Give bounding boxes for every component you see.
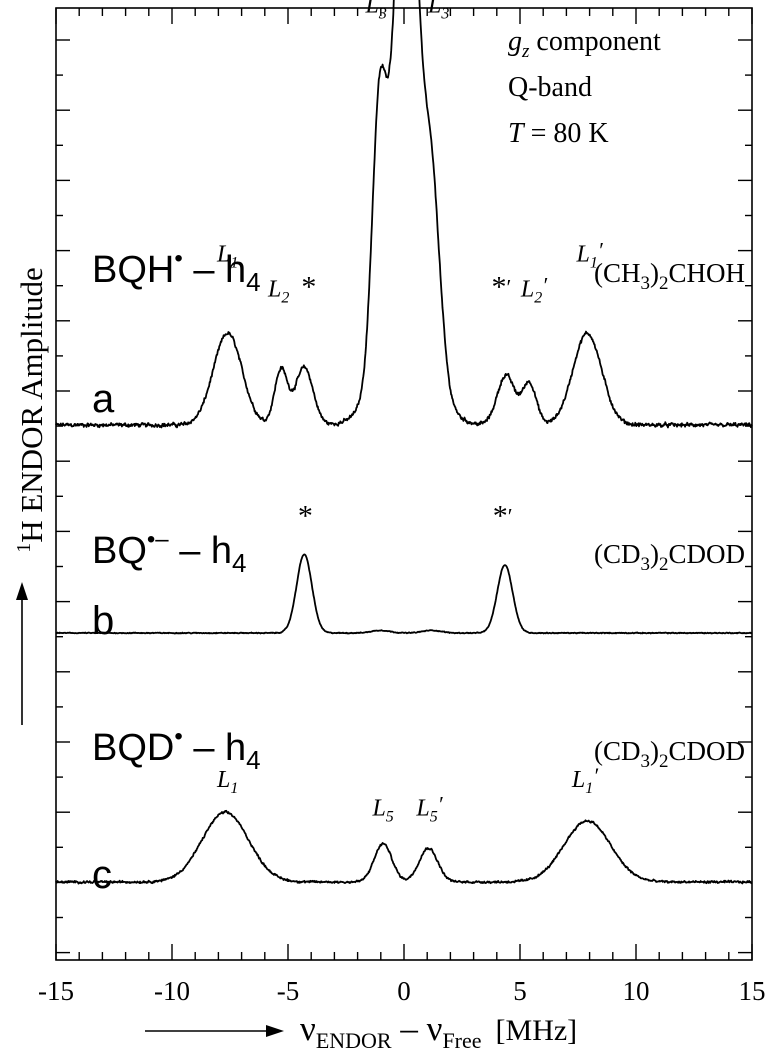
x-label-nu2: ν — [427, 1009, 443, 1048]
x-tick-label: -15 — [38, 976, 74, 1006]
spectrum-line-a — [55, 0, 753, 429]
y-label-text: H ENDOR Amplitude — [14, 267, 49, 543]
peak-label: * — [298, 500, 313, 533]
peak-label: L5 — [371, 796, 393, 826]
peak-label: L1′ — [571, 763, 599, 797]
species-suffix: – h — [183, 249, 246, 291]
x-label-nu: ν — [300, 1009, 316, 1048]
solvent-text: CDOD — [668, 539, 745, 569]
x-label-unit: [MHz] — [496, 1014, 578, 1047]
svg-text:νENDOR – νFree[MHz]: νENDOR – νFree [MHz] — [300, 1009, 577, 1050]
y-axis-label: 1H ENDOR Amplitude — [13, 267, 49, 553]
species-suffix: – h — [183, 727, 246, 769]
peak-label: L1 — [216, 767, 238, 797]
solvent-text: ) — [650, 539, 659, 569]
peak-label: L3′ — [427, 0, 455, 22]
series-letter-a: a — [92, 377, 115, 421]
svg-text:T = 80 K: T = 80 K — [508, 118, 609, 149]
species-label-c: BQD• – h4 — [92, 723, 261, 775]
species-radical: • — [174, 245, 182, 272]
spectrum-line-c — [55, 809, 753, 885]
x-tick-label: -10 — [154, 976, 190, 1006]
solvent-text: (CD — [594, 539, 641, 569]
species-label-a: BQH• – h4 — [92, 245, 261, 297]
solvent-text: CDOD — [668, 736, 745, 766]
x-tick-label: -5 — [277, 976, 300, 1006]
solvent-subscript: 3 — [640, 751, 650, 772]
solvent-text: (CD — [594, 736, 641, 766]
condition-band: Q-band — [508, 72, 592, 103]
solvent-subscript: 2 — [659, 751, 669, 772]
x-label-sub-free: Free — [442, 1028, 481, 1050]
peak-label: L1 — [216, 241, 238, 271]
solvent-text: ) — [650, 258, 659, 288]
solvent-text: (CH — [594, 258, 641, 288]
species-suffix: – h — [169, 530, 232, 572]
solvent-subscript: 2 — [659, 554, 669, 575]
svg-text:gz component: gz component — [508, 26, 661, 62]
spectrum-traces — [55, 0, 753, 885]
species-radical: •– — [147, 526, 169, 553]
species-label-b: BQ•– – h4 — [92, 526, 247, 578]
solvent-label-a: (CH3)2CHOH — [594, 258, 745, 294]
spectrum-line-b — [55, 553, 753, 635]
solvent-label-c: (CD3)2CDOD — [594, 736, 745, 772]
solvent-subscript: 3 — [640, 273, 650, 294]
species-subscript: 4 — [246, 745, 260, 775]
x-label-sub-endor: ENDOR — [316, 1028, 392, 1050]
peak-label: *′ — [493, 500, 513, 533]
peak-label: L1′ — [576, 237, 604, 271]
x-axis-label: νENDOR – νFree [MHz] — [145, 1009, 577, 1050]
peak-label: *′ — [492, 271, 512, 304]
condition-g: g — [508, 26, 522, 57]
species-main: BQH — [92, 249, 174, 291]
x-tick-label: 15 — [739, 976, 766, 1006]
x-label-minus: – — [392, 1009, 427, 1048]
solvent-label-b: (CD3)2CDOD — [594, 539, 745, 575]
solvent-text: CHOH — [668, 258, 745, 288]
series-letter-c: c — [92, 853, 112, 897]
x-tick-label: 5 — [513, 976, 527, 1006]
peak-label: L2′ — [520, 273, 548, 307]
y-arrow — [16, 582, 28, 725]
condition-component: component — [529, 26, 661, 57]
condition-g-sub: z — [521, 41, 530, 62]
species-main: BQD — [92, 727, 174, 769]
solvent-subscript: 2 — [659, 273, 669, 294]
peak-label: L3 — [364, 0, 386, 22]
condition-T: T — [508, 118, 526, 149]
condition-temperature: = 80 K — [524, 118, 609, 149]
y-label-superscript: 1 — [13, 543, 35, 553]
species-subscript: 4 — [232, 548, 246, 578]
peak-label: L5′ — [415, 792, 443, 826]
conditions-block: gz component Q-band T = 80 K — [508, 26, 661, 149]
peak-label: L2 — [267, 277, 289, 307]
species-radical: • — [174, 723, 182, 750]
solvent-subscript: 3 — [640, 554, 650, 575]
x-tick-label: 0 — [397, 976, 411, 1006]
plot-frame — [55, 7, 753, 961]
series-letter-b: b — [92, 599, 114, 643]
axis-ticks: -15 -10 -5 0 5 10 15 — [38, 8, 766, 1006]
species-main: BQ — [92, 530, 147, 572]
peak-label: * — [301, 271, 316, 304]
solvent-text: ) — [650, 736, 659, 766]
species-subscript: 4 — [246, 267, 260, 297]
svg-text:1H ENDOR Amplitude: 1H ENDOR Amplitude — [13, 267, 49, 553]
x-tick-label: 10 — [623, 976, 650, 1006]
